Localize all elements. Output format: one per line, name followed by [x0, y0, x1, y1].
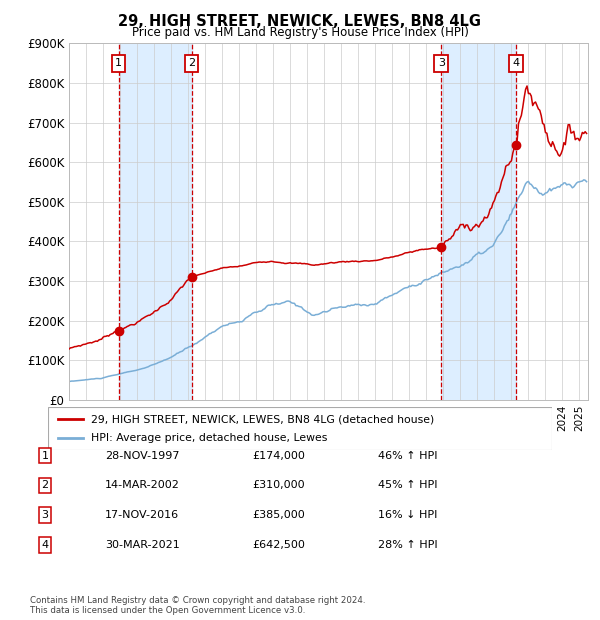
Bar [119, 43, 191, 400]
Text: 28-NOV-1997: 28-NOV-1997 [105, 451, 179, 461]
Text: 4: 4 [512, 58, 519, 68]
Text: 46% ↑ HPI: 46% ↑ HPI [378, 451, 437, 461]
Text: £385,000: £385,000 [252, 510, 305, 520]
Text: 29, HIGH STREET, NEWICK, LEWES, BN8 4LG (detached house): 29, HIGH STREET, NEWICK, LEWES, BN8 4LG … [91, 414, 434, 424]
Text: 16% ↓ HPI: 16% ↓ HPI [378, 510, 437, 520]
Text: 3: 3 [438, 58, 445, 68]
Text: 1: 1 [115, 58, 122, 68]
Text: 3: 3 [41, 510, 49, 520]
Text: 2: 2 [41, 480, 49, 490]
Text: Contains HM Land Registry data © Crown copyright and database right 2024.
This d: Contains HM Land Registry data © Crown c… [30, 596, 365, 615]
Text: £310,000: £310,000 [252, 480, 305, 490]
Text: HPI: Average price, detached house, Lewes: HPI: Average price, detached house, Lewe… [91, 433, 327, 443]
Text: 2: 2 [188, 58, 195, 68]
Text: Price paid vs. HM Land Registry's House Price Index (HPI): Price paid vs. HM Land Registry's House … [131, 26, 469, 39]
Text: 28% ↑ HPI: 28% ↑ HPI [378, 540, 437, 550]
Text: 14-MAR-2002: 14-MAR-2002 [105, 480, 180, 490]
Text: 45% ↑ HPI: 45% ↑ HPI [378, 480, 437, 490]
Text: 17-NOV-2016: 17-NOV-2016 [105, 510, 179, 520]
Text: £174,000: £174,000 [252, 451, 305, 461]
Text: 29, HIGH STREET, NEWICK, LEWES, BN8 4LG: 29, HIGH STREET, NEWICK, LEWES, BN8 4LG [119, 14, 482, 29]
Text: 1: 1 [41, 451, 49, 461]
Text: 30-MAR-2021: 30-MAR-2021 [105, 540, 180, 550]
Text: 4: 4 [41, 540, 49, 550]
Bar [442, 43, 515, 400]
Text: £642,500: £642,500 [252, 540, 305, 550]
